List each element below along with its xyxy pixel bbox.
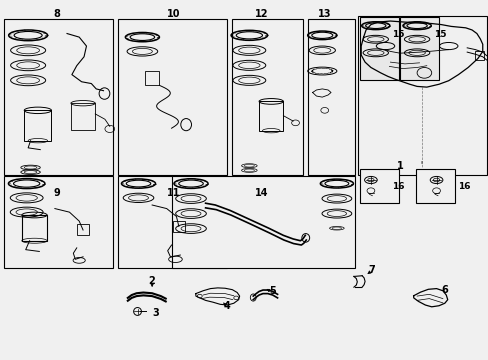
Bar — [171, 176, 355, 267]
Bar — [307, 19, 355, 175]
Text: 6: 6 — [441, 285, 447, 295]
Bar — [359, 169, 398, 203]
Bar — [22, 215, 47, 241]
Text: 2: 2 — [148, 276, 155, 286]
Bar — [399, 18, 438, 80]
Text: 3: 3 — [152, 308, 159, 318]
Text: 14: 14 — [254, 188, 268, 198]
Bar — [71, 103, 95, 130]
Bar — [77, 224, 89, 235]
Text: 10: 10 — [167, 9, 181, 19]
Bar — [415, 169, 454, 203]
Text: 7: 7 — [368, 265, 374, 275]
Bar — [173, 221, 184, 232]
Bar — [118, 19, 227, 175]
Text: 9: 9 — [54, 188, 61, 198]
Bar — [259, 102, 283, 131]
Bar — [232, 19, 302, 175]
Text: 15: 15 — [433, 30, 445, 39]
Text: 12: 12 — [254, 9, 268, 19]
Text: 16: 16 — [391, 182, 404, 191]
Text: 1: 1 — [396, 161, 403, 171]
Text: 16: 16 — [458, 182, 470, 191]
Bar — [118, 176, 227, 267]
Bar — [144, 71, 159, 85]
Text: 4: 4 — [224, 301, 230, 311]
Text: 11: 11 — [167, 188, 181, 198]
Bar — [359, 18, 398, 80]
Bar — [474, 51, 483, 60]
Text: 5: 5 — [269, 287, 276, 296]
Text: 15: 15 — [391, 30, 404, 39]
Text: 13: 13 — [317, 9, 331, 19]
Bar — [4, 19, 113, 175]
Bar — [357, 16, 486, 175]
Bar — [24, 111, 51, 141]
Bar — [4, 176, 113, 267]
Text: 8: 8 — [54, 9, 61, 19]
